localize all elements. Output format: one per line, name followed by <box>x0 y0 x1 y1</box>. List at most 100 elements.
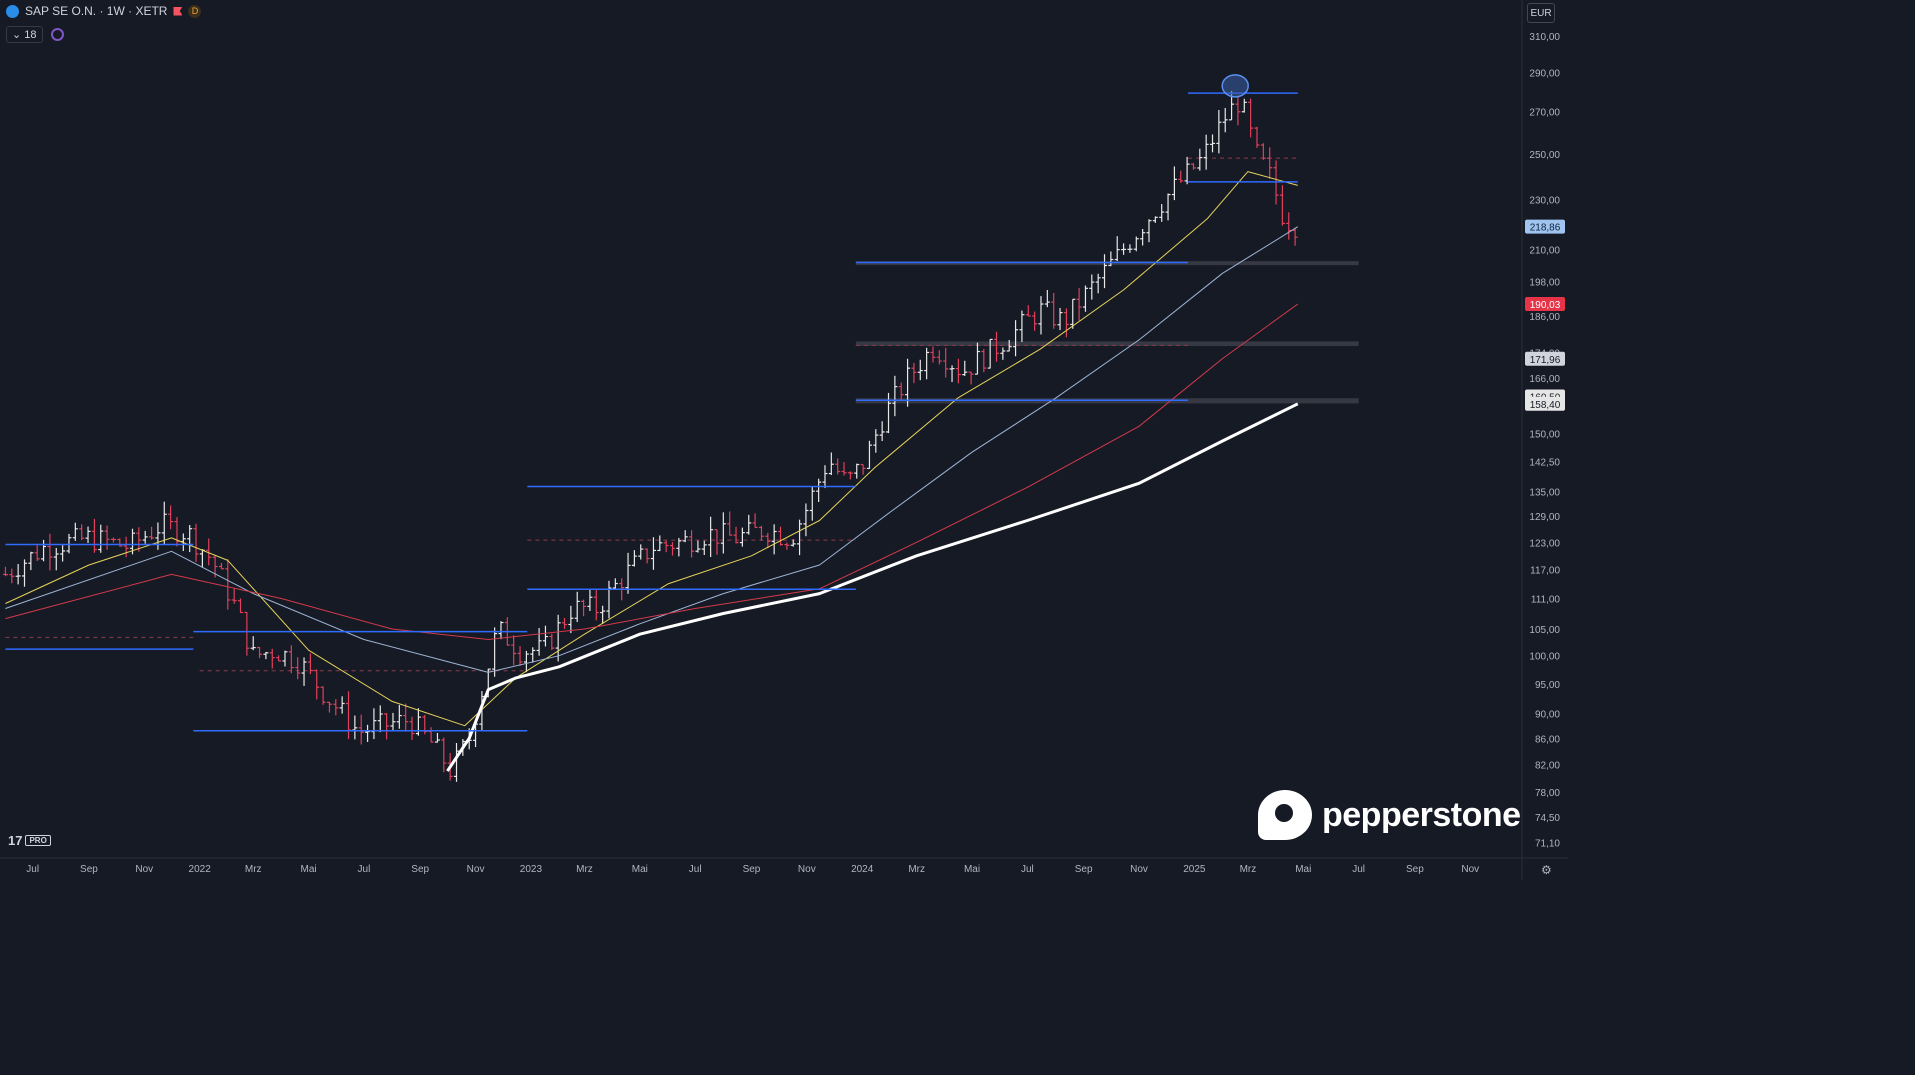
ohlc-bar <box>1121 243 1127 255</box>
ohlc-bar <box>581 599 587 617</box>
ohlc-bar <box>244 611 250 656</box>
data-badge[interactable]: D <box>188 4 202 18</box>
ohlc-bar <box>346 691 352 740</box>
ohlc-bar <box>9 568 15 584</box>
ohlc-bar <box>441 737 447 773</box>
ohlc-bar <box>98 524 104 553</box>
y-tick-label: 100,00 <box>1529 652 1560 663</box>
x-tick-label: Jul <box>689 864 702 875</box>
y-tick-label: 186,00 <box>1529 312 1560 323</box>
price-label-box <box>1525 297 1565 312</box>
ohlc-bar <box>682 530 688 543</box>
ohlc-bar <box>511 635 517 666</box>
ohlc-bar <box>174 517 180 547</box>
indicator-toggle[interactable]: ⌄ 18 <box>6 26 64 43</box>
x-tick-label: Mrz <box>245 864 262 875</box>
y-tick-label: 230,00 <box>1529 195 1560 206</box>
broker-name: pepperstone <box>1322 795 1521 834</box>
ohlc-bar <box>784 542 790 550</box>
ohlc-bar <box>326 701 332 713</box>
ohlc-bar <box>1025 305 1031 317</box>
ohlc-bar <box>161 501 167 545</box>
indicator-count-button[interactable]: ⌄ 18 <box>6 26 43 43</box>
price-label-text: 218,86 <box>1530 223 1561 234</box>
y-tick-label: 71,10 <box>1535 839 1560 850</box>
ohlc-bar <box>530 647 536 663</box>
ohlc-bar <box>333 699 339 716</box>
x-tick-label: Mrz <box>908 864 925 875</box>
price-chart[interactable]: 310,00 290,00 270,00 250,00 230,00 210,00 198,… <box>0 0 1568 880</box>
ohlc-bar <box>1082 285 1088 312</box>
ohlc-bar <box>568 605 574 634</box>
ohlc-bar <box>34 543 40 562</box>
ohlc-bar <box>1254 126 1260 148</box>
y-tick-label: 86,00 <box>1535 734 1560 745</box>
ohlc-bar <box>612 578 618 590</box>
price-label-text: 190,03 <box>1530 300 1561 311</box>
ohlc-bar <box>542 625 548 647</box>
ohlc-bar <box>714 529 720 555</box>
ohlc-bar <box>352 715 358 740</box>
ohlc-bar <box>765 532 771 549</box>
chart-window: 310,00 290,00 270,00 250,00 230,00 210,00 198,… <box>0 0 1568 880</box>
ohlc-bar <box>1178 170 1184 183</box>
moving-average-sma_fast <box>5 171 1298 727</box>
y-tick-label: 290,00 <box>1529 68 1560 79</box>
ohlc-bar <box>879 421 885 442</box>
ohlc-bar <box>110 537 116 543</box>
symbol-header[interactable]: SAP SE O.N. · 1W · XETR D <box>6 4 202 18</box>
ohlc-bar <box>1127 244 1133 253</box>
ohlc-bar <box>1057 307 1063 331</box>
x-tick-label: Sep <box>80 864 98 875</box>
x-tick-label: 2025 <box>1183 864 1206 875</box>
ohlc-bar <box>994 331 1000 362</box>
ohlc-bar <box>1292 227 1298 246</box>
ohlc-bar <box>1190 163 1196 170</box>
ohlc-bar <box>549 633 555 650</box>
ohlc-bar <box>1216 109 1222 154</box>
ohlc-bar <box>828 452 834 476</box>
price-label-text: 171,96 <box>1530 355 1561 366</box>
ohlc-bar <box>390 712 396 732</box>
tradingview-logo[interactable]: 17 PRO <box>8 833 51 848</box>
x-tick-label: Mai <box>632 864 648 875</box>
ohlc-bar <box>15 564 21 585</box>
ohlc-bar <box>898 382 904 400</box>
ohlc-bar <box>269 648 275 669</box>
x-tick-label: Jul <box>26 864 39 875</box>
settings-gear-icon[interactable]: ⚙ <box>1541 863 1552 877</box>
flag-icon[interactable] <box>173 6 183 16</box>
ohlc-bar <box>758 525 764 541</box>
y-tick-label: 123,00 <box>1529 538 1560 549</box>
ohlc-bar <box>282 650 288 667</box>
x-tick-label: Mrz <box>1240 864 1257 875</box>
ohlc-bar <box>231 588 237 604</box>
ohlc-bar <box>936 350 942 365</box>
ohlc-bar <box>365 724 371 742</box>
x-tick-label: Jul <box>1021 864 1034 875</box>
y-tick-label: 250,00 <box>1529 150 1560 161</box>
ohlc-bar <box>708 516 714 557</box>
ohlc-bar <box>377 705 383 733</box>
ohlc-bar <box>854 463 860 479</box>
ohlc-bar <box>727 511 733 536</box>
ohlc-bar <box>987 338 993 369</box>
symbol-title[interactable]: SAP SE O.N. · 1W · XETR <box>25 4 168 18</box>
ohlc-bar <box>1235 95 1241 126</box>
ohlc-bar <box>295 657 301 680</box>
y-tick-label: 142,50 <box>1529 458 1560 469</box>
ohlc-bar <box>1013 320 1019 357</box>
ohlc-bar <box>339 696 345 714</box>
ohlc-bar <box>1070 298 1076 329</box>
ohlc-bar <box>250 636 256 651</box>
ohlc-bar <box>911 362 917 384</box>
ohlc-bar <box>574 591 580 623</box>
ohlc-bar <box>733 526 739 544</box>
x-tick-label: Mai <box>964 864 980 875</box>
ohlc-bar <box>892 375 898 417</box>
ohlc-bar <box>434 732 440 743</box>
currency-select[interactable]: EUR <box>1527 3 1555 23</box>
ohlc-bar <box>809 486 815 521</box>
ohlc-bar <box>1095 273 1101 294</box>
y-tick-label: 135,00 <box>1529 487 1560 498</box>
